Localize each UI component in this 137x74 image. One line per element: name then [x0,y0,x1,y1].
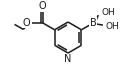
Text: N: N [64,54,72,64]
Text: OH: OH [106,22,119,30]
Text: OH: OH [101,8,115,17]
Text: O: O [39,1,47,11]
Text: B: B [90,18,97,28]
Text: O: O [23,18,30,28]
